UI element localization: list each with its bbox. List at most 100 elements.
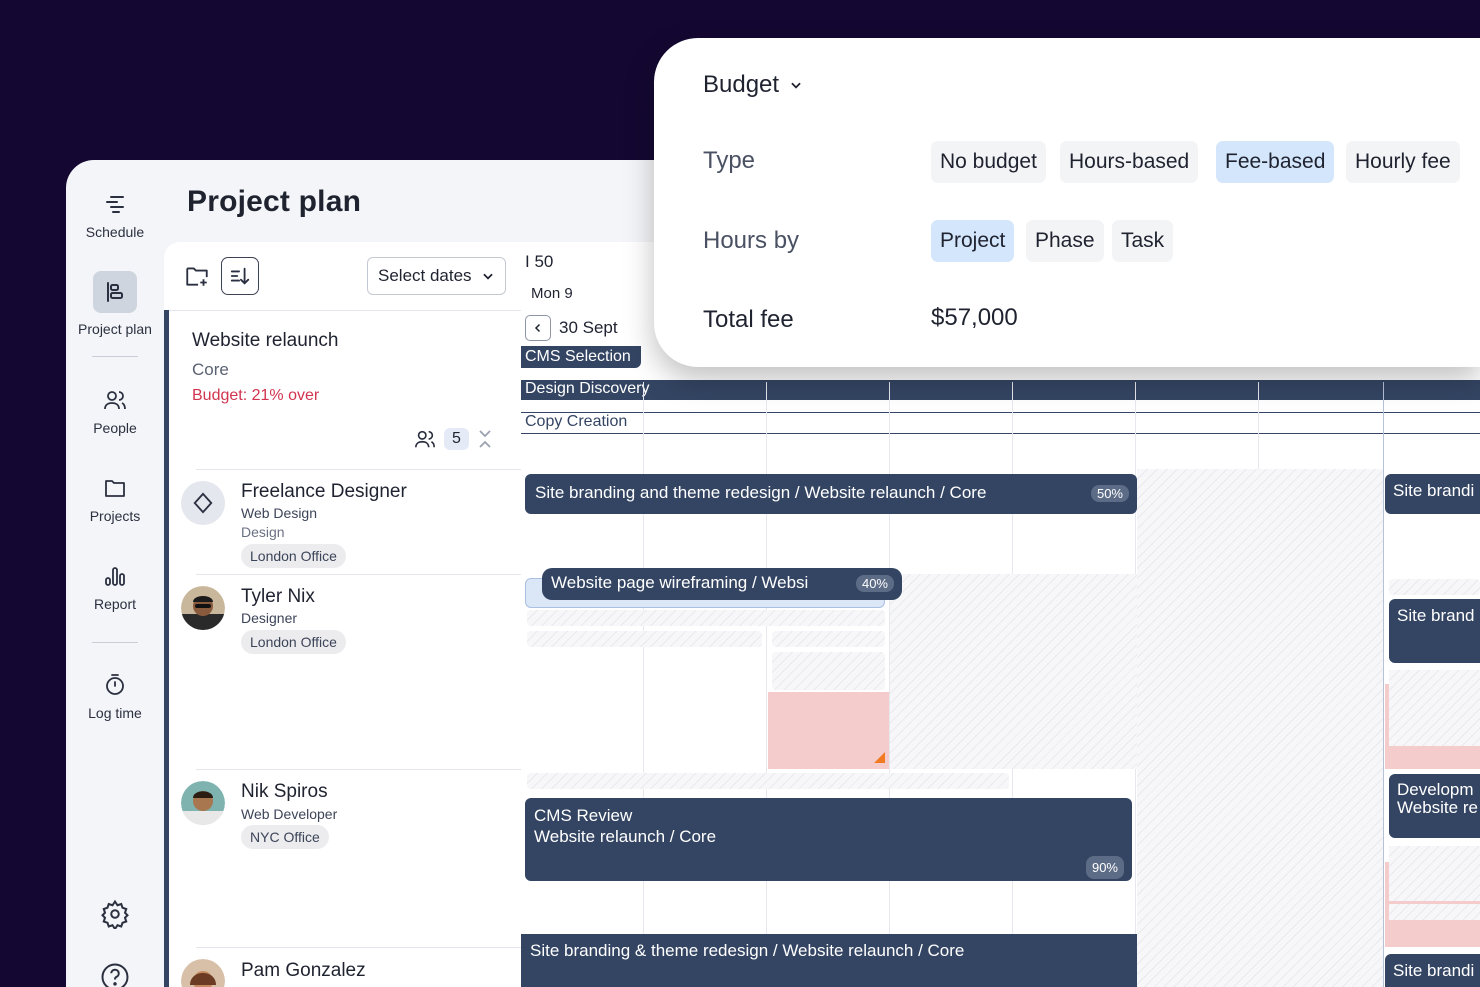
hatch-bar [1389,846,1480,901]
sidebar-divider [92,356,138,357]
task-title: Site brand [1397,606,1475,625]
office-tag: London Office [241,544,346,568]
prev-button[interactable] [525,315,551,341]
sort-button[interactable] [221,257,259,295]
type-option-hourly-fee[interactable]: Hourly fee [1346,141,1460,183]
people-count[interactable]: 5 [414,428,493,450]
task-title: Site branding & theme redesign / Website… [530,941,965,960]
sidebar-divider [92,642,138,643]
date-label: 30 Sept [559,318,618,337]
office-tag: NYC Office [241,825,329,849]
person-name[interactable]: Freelance Designer [241,481,407,502]
report-icon [105,567,125,586]
sidebar-item-report[interactable]: Report [66,564,164,612]
folder-plus-icon [186,267,208,286]
task-bar[interactable]: Site branding and theme redesign / Websi… [525,474,1137,514]
chevron-down-icon [483,273,493,280]
row-divider [196,469,521,470]
task-title: Developm [1397,780,1474,799]
sidebar-item-schedule[interactable]: Schedule [66,192,164,240]
phase-bar[interactable]: Copy Creation [521,412,1480,434]
task-bar[interactable]: Website page wireframing / Websi 40% [542,568,902,600]
sidebar-item-label: Schedule [85,224,145,240]
type-option-fee-based[interactable]: Fee-based [1216,141,1335,183]
task-bar[interactable]: CMS Review Website relaunch / Core 90% [525,798,1132,881]
schedule-icon [106,196,124,213]
budget-popup: Budget Type No budget Hours-based Fee-ba… [654,38,1480,367]
help-icon[interactable] [100,962,130,987]
phase-bar[interactable]: Design Discovery [521,380,1480,400]
day-label: Mon 9 [531,285,573,302]
phase-label: Design Discovery [525,380,650,397]
add-folder-button[interactable] [178,257,216,295]
sort-icon [230,267,250,285]
avatar [181,586,225,630]
row-divider [196,574,521,575]
project-name[interactable]: Website relaunch [192,330,339,351]
task-subtitle: Website relaunch / Core [534,827,717,846]
hours-by-label: Hours by [703,227,800,254]
select-dates-dropdown[interactable]: Select dates [367,257,506,295]
person-role: Designer [241,610,298,626]
project-client: Core [192,360,229,379]
task-percent: 40% [855,575,894,592]
task-subtitle: Website re [1397,798,1478,817]
type-option-no-budget[interactable]: No budget [931,141,1046,183]
timer-icon [106,674,124,695]
sidebar-item-projects[interactable]: Projects [66,476,164,524]
sidebar-item-project-plan[interactable]: Project plan [66,271,164,337]
total-fee-label: Total fee [703,306,794,333]
hours-option-task[interactable]: Task [1112,220,1174,262]
gear-icon[interactable] [100,899,130,929]
avatar [181,781,225,825]
budget-title: Budget [703,71,780,98]
task-percent: 50% [1090,485,1129,502]
person-name[interactable]: Nik Spiros [241,781,328,802]
sidebar-item-label: People [93,420,137,436]
sidebar-item-log-time[interactable]: Log time [66,673,164,721]
collapse-icon[interactable] [477,429,493,449]
total-fee-value[interactable]: $57,000 [931,304,1018,331]
weekend-hatch [1137,469,1383,987]
task-percent: 90% [1085,856,1124,879]
sidebar-item-people[interactable]: People [66,388,164,436]
task-bar[interactable]: Site brandi [1385,954,1480,987]
week-number: I 50 [525,252,554,271]
project-plan-icon [107,282,123,302]
hatch-bar [1389,904,1480,920]
count-badge: 5 [444,428,469,450]
task-title: CMS Review [534,806,633,825]
type-option-hours-based[interactable]: Hours-based [1060,141,1199,183]
sidebar-item-label: Report [93,596,137,612]
avatar [181,959,225,987]
project-budget-status: Budget: 21% over [192,387,320,404]
person-role: Web Developer [241,806,338,822]
task-bar[interactable]: Site brandi [1385,474,1480,514]
budget-toggle[interactable]: Budget [703,71,803,99]
diamond-icon [193,492,213,514]
sidebar-item-label: Project plan [78,321,152,337]
task-bar[interactable]: Site brand [1389,599,1480,663]
select-dates-label: Select dates [378,266,472,285]
hours-option-phase[interactable]: Phase [1026,220,1104,262]
placeholder-avatar [181,481,225,525]
person-name[interactable]: Tyler Nix [241,586,315,607]
person-name[interactable]: Pam Gonzalez [241,960,366,981]
project-color-bar [164,310,169,987]
hatch-bar [1389,670,1480,746]
task-bar[interactable]: Site branding & theme redesign / Website… [521,934,1137,987]
task-bar[interactable]: Developm Website re [1389,774,1480,838]
hatch-bar [1389,579,1480,595]
overload-indicator [768,692,889,769]
phase-bar[interactable]: CMS Selection [521,346,641,368]
row-divider [196,769,521,770]
people-icon [104,391,126,410]
hours-option-project[interactable]: Project [931,220,1015,262]
chevron-left-icon [534,323,541,333]
hatch-bar [527,610,885,626]
task-title: Site brandi [1393,481,1475,500]
person-department: Design [241,524,285,540]
project-people-panel: Select dates Website relaunch Core Budge… [164,242,521,987]
date-nav: 30 Sept [525,315,618,341]
person-role: Web Design [241,505,318,521]
